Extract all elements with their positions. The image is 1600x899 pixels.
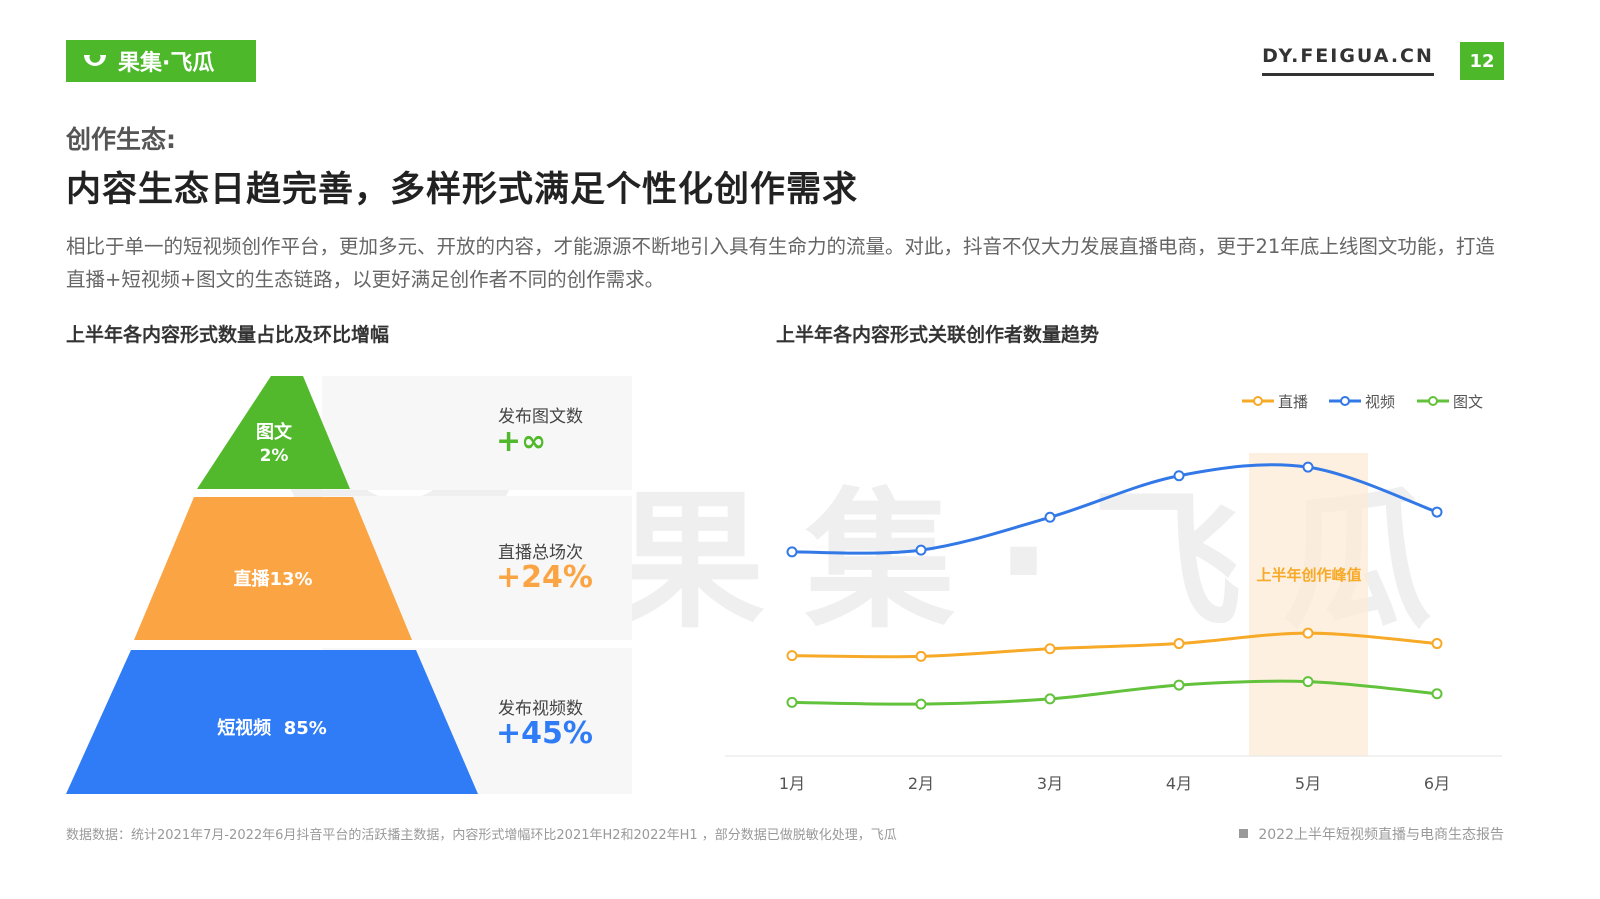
data-point-视频 xyxy=(1302,461,1314,473)
metric-band-tuwen xyxy=(322,376,632,490)
data-point-图文 xyxy=(786,696,798,708)
data-point-直播 xyxy=(1302,627,1314,639)
data-point-图文 xyxy=(1431,688,1443,700)
series-line-直播 xyxy=(791,631,1438,659)
square-icon xyxy=(1239,829,1249,838)
footer-source: 数据数据：统计2021年7月-2022年6月抖音平台的活跃播主数据，内容形式增幅… xyxy=(66,828,897,843)
data-point-视频 xyxy=(786,546,798,558)
line-chart: 上半年创作峰值 1月 2月 3月 4月 5月 6月 直播 视频 图文 xyxy=(725,393,1502,793)
pyramid-label-tuwen-name: 图文 xyxy=(256,421,293,443)
data-point-图文 xyxy=(915,698,927,710)
metric-label-tuwen: 发布图文数 xyxy=(498,407,583,427)
x-tick-label: 1月 xyxy=(779,774,805,793)
data-point-视频 xyxy=(915,544,927,556)
metric-value-zhibo: +24% xyxy=(496,560,593,595)
pyramid-label-tuwen-share: 2% xyxy=(260,446,289,466)
data-point-直播 xyxy=(915,650,927,662)
data-point-图文 xyxy=(1173,679,1185,691)
metric-label-video: 发布视频数 xyxy=(498,699,583,719)
series-line-视频 xyxy=(791,463,1438,555)
brand-logo: 果集·飞瓜 xyxy=(66,40,256,82)
series-line-图文 xyxy=(791,679,1438,706)
x-tick-label: 5月 xyxy=(1295,774,1321,793)
data-point-视频 xyxy=(1173,470,1185,482)
data-point-视频 xyxy=(1431,506,1443,518)
x-tick-label: 4月 xyxy=(1166,774,1192,793)
pyramid-label-zhibo: 直播13% xyxy=(233,568,312,590)
footer-report: 2022上半年短视频直播与电商生态报告 xyxy=(1239,824,1504,844)
page-title: 内容生态日趋完善，多样形式满足个性化创作需求 xyxy=(66,170,859,210)
x-tick-label: 3月 xyxy=(1037,774,1063,793)
legend-marker xyxy=(1253,396,1263,406)
right-chart-title: 上半年各内容形式关联创作者数量趋势 xyxy=(776,324,1100,346)
pyramid-label-video: 短视频 85% xyxy=(217,717,327,739)
x-tick-label: 6月 xyxy=(1424,774,1450,793)
metric-value-tuwen: +∞ xyxy=(496,424,547,459)
highlight-band xyxy=(1249,453,1368,756)
metric-value-video: +45% xyxy=(496,716,593,751)
legend-label[interactable]: 视频 xyxy=(1365,393,1395,411)
pyramid-level-video xyxy=(66,650,478,794)
x-tick-label: 2月 xyxy=(908,774,934,793)
pyramid-chart: 图文 2% 直播13% 短视频 85% xyxy=(66,376,478,794)
page-number: 12 xyxy=(1460,42,1504,80)
data-point-直播 xyxy=(1044,643,1056,655)
data-point-直播 xyxy=(786,650,798,662)
legend-marker xyxy=(1340,396,1350,406)
section-label: 创作生态: xyxy=(66,125,176,154)
legend-label[interactable]: 图文 xyxy=(1453,393,1483,411)
data-point-图文 xyxy=(1044,693,1056,705)
legend-label[interactable]: 直播 xyxy=(1278,393,1308,411)
pyramid-level-tuwen xyxy=(197,376,350,489)
site-url[interactable]: DY.FEIGUA.CN xyxy=(1262,45,1434,76)
data-point-直播 xyxy=(1431,638,1443,650)
data-point-图文 xyxy=(1302,676,1314,688)
logo-text: 果集·飞瓜 xyxy=(118,51,215,76)
left-chart-title: 上半年各内容形式数量占比及环比增幅 xyxy=(66,324,390,346)
logo-icon xyxy=(84,55,106,66)
legend-marker xyxy=(1428,396,1438,406)
highlight-label: 上半年创作峰值 xyxy=(1256,566,1361,584)
pyramid-level-zhibo xyxy=(134,497,412,640)
data-point-视频 xyxy=(1044,511,1056,523)
metric-label-zhibo: 直播总场次 xyxy=(498,543,583,563)
data-point-直播 xyxy=(1173,638,1185,650)
footer-report-text: 2022上半年短视频直播与电商生态报告 xyxy=(1258,827,1504,843)
description-paragraph: 相比于单一的短视频创作平台，更加多元、开放的内容，才能源源不断地引入具有生命力的… xyxy=(66,235,1495,291)
